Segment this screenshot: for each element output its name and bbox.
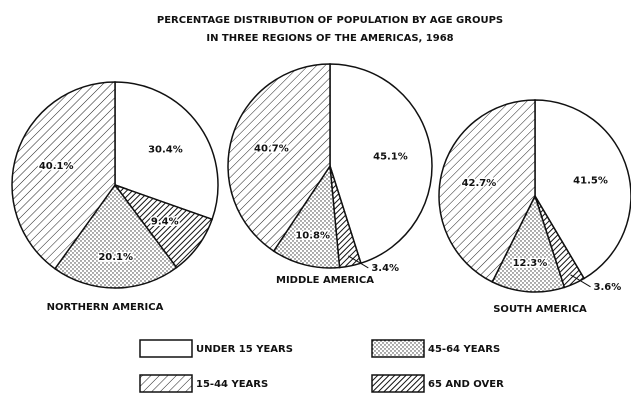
legend-label: 45-64 YEARS (428, 344, 500, 355)
legend-label: 65 AND OVER (428, 379, 504, 390)
legend-swatch (139, 339, 193, 358)
legend-label: 15-44 YEARS (196, 379, 268, 390)
data-label: 10.8% (295, 230, 330, 241)
pie-title: MIDDLE AMERICA (276, 275, 374, 286)
legend-swatch (371, 374, 425, 393)
pie-slice (11, 81, 116, 270)
data-label: 45.1% (373, 152, 408, 163)
legend-label: UNDER 15 YEARS (196, 344, 293, 355)
legend-swatch (139, 374, 193, 393)
pie-slice (534, 99, 631, 280)
data-label: 30.4% (148, 144, 183, 155)
data-label: 42.7% (462, 178, 497, 189)
data-label: 41.5% (573, 176, 608, 187)
pie-slice (227, 63, 331, 253)
data-label: 20.1% (98, 252, 133, 263)
pie-slice (272, 163, 341, 269)
pie-title: NORTHERN AMERICA (47, 302, 164, 313)
leader-line (348, 255, 369, 269)
leader-line (570, 274, 591, 288)
data-label: 9.4% (151, 217, 179, 228)
pie-slice (491, 194, 566, 293)
data-label: 12.3% (513, 258, 548, 269)
pie-slice (329, 63, 433, 265)
pie-title: SOUTH AMERICA (493, 304, 587, 315)
pie-slice (438, 99, 536, 283)
pie-slice (114, 81, 219, 221)
chart-title: PERCENTAGE DISTRIBUTION OF POPULATION BY… (157, 15, 503, 26)
chart-subtitle: IN THREE REGIONS OF THE AMERICAS, 1968 (206, 33, 453, 44)
data-label: 3.6% (594, 282, 622, 293)
data-label: 40.7% (254, 143, 289, 154)
data-label: 40.1% (39, 161, 74, 172)
pie-slice (53, 183, 178, 289)
data-label: 3.4% (371, 263, 399, 274)
legend-swatch (371, 339, 425, 358)
